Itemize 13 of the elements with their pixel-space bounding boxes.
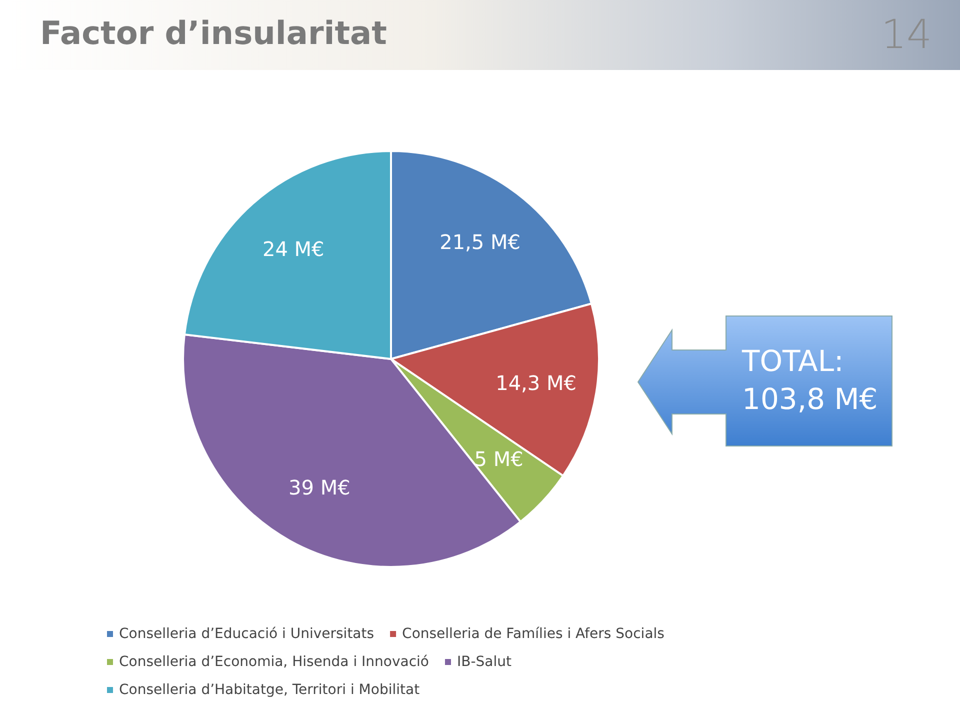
data-label: 24 M€ (262, 237, 324, 262)
data-label: 39 M€ (288, 475, 350, 500)
legend-label: Conselleria d’Economia, Hisenda i Innovació (119, 654, 429, 670)
legend-label: Conselleria d’Educació i Universitats (119, 626, 374, 642)
text: 14 (881, 12, 932, 58)
text: TOTAL: 103,8 M€ (742, 343, 879, 418)
data-label: 21,5 M€ (440, 230, 520, 254)
data-label: 14,3 M€ (496, 370, 576, 395)
legend-label: Conselleria d’Habitatge, Territori i Mobilitat (119, 682, 420, 698)
legend-label: Conselleria de Famílies i Afers Socials (402, 626, 664, 642)
data-label: 5 M€ (474, 446, 524, 471)
legend-label: IB-Salut (456, 654, 512, 670)
chart-title: Factor d’insularitat (40, 14, 387, 52)
